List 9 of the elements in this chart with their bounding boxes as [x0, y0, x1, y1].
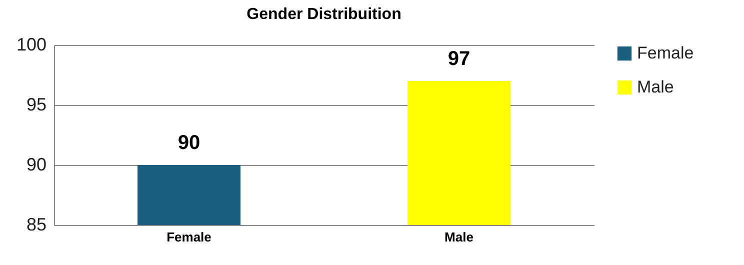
data-label: 90	[178, 132, 200, 154]
legend-label: Female	[637, 44, 694, 62]
data-label: 97	[448, 48, 470, 70]
y-tick-label: 85	[26, 214, 46, 234]
y-tick-label: 90	[26, 154, 46, 174]
y-tick-label: 100	[16, 34, 46, 54]
legend-label: Male	[637, 78, 674, 96]
chart-title: Gender Distribuition	[246, 6, 402, 23]
y-tick-label: 95	[26, 94, 46, 114]
